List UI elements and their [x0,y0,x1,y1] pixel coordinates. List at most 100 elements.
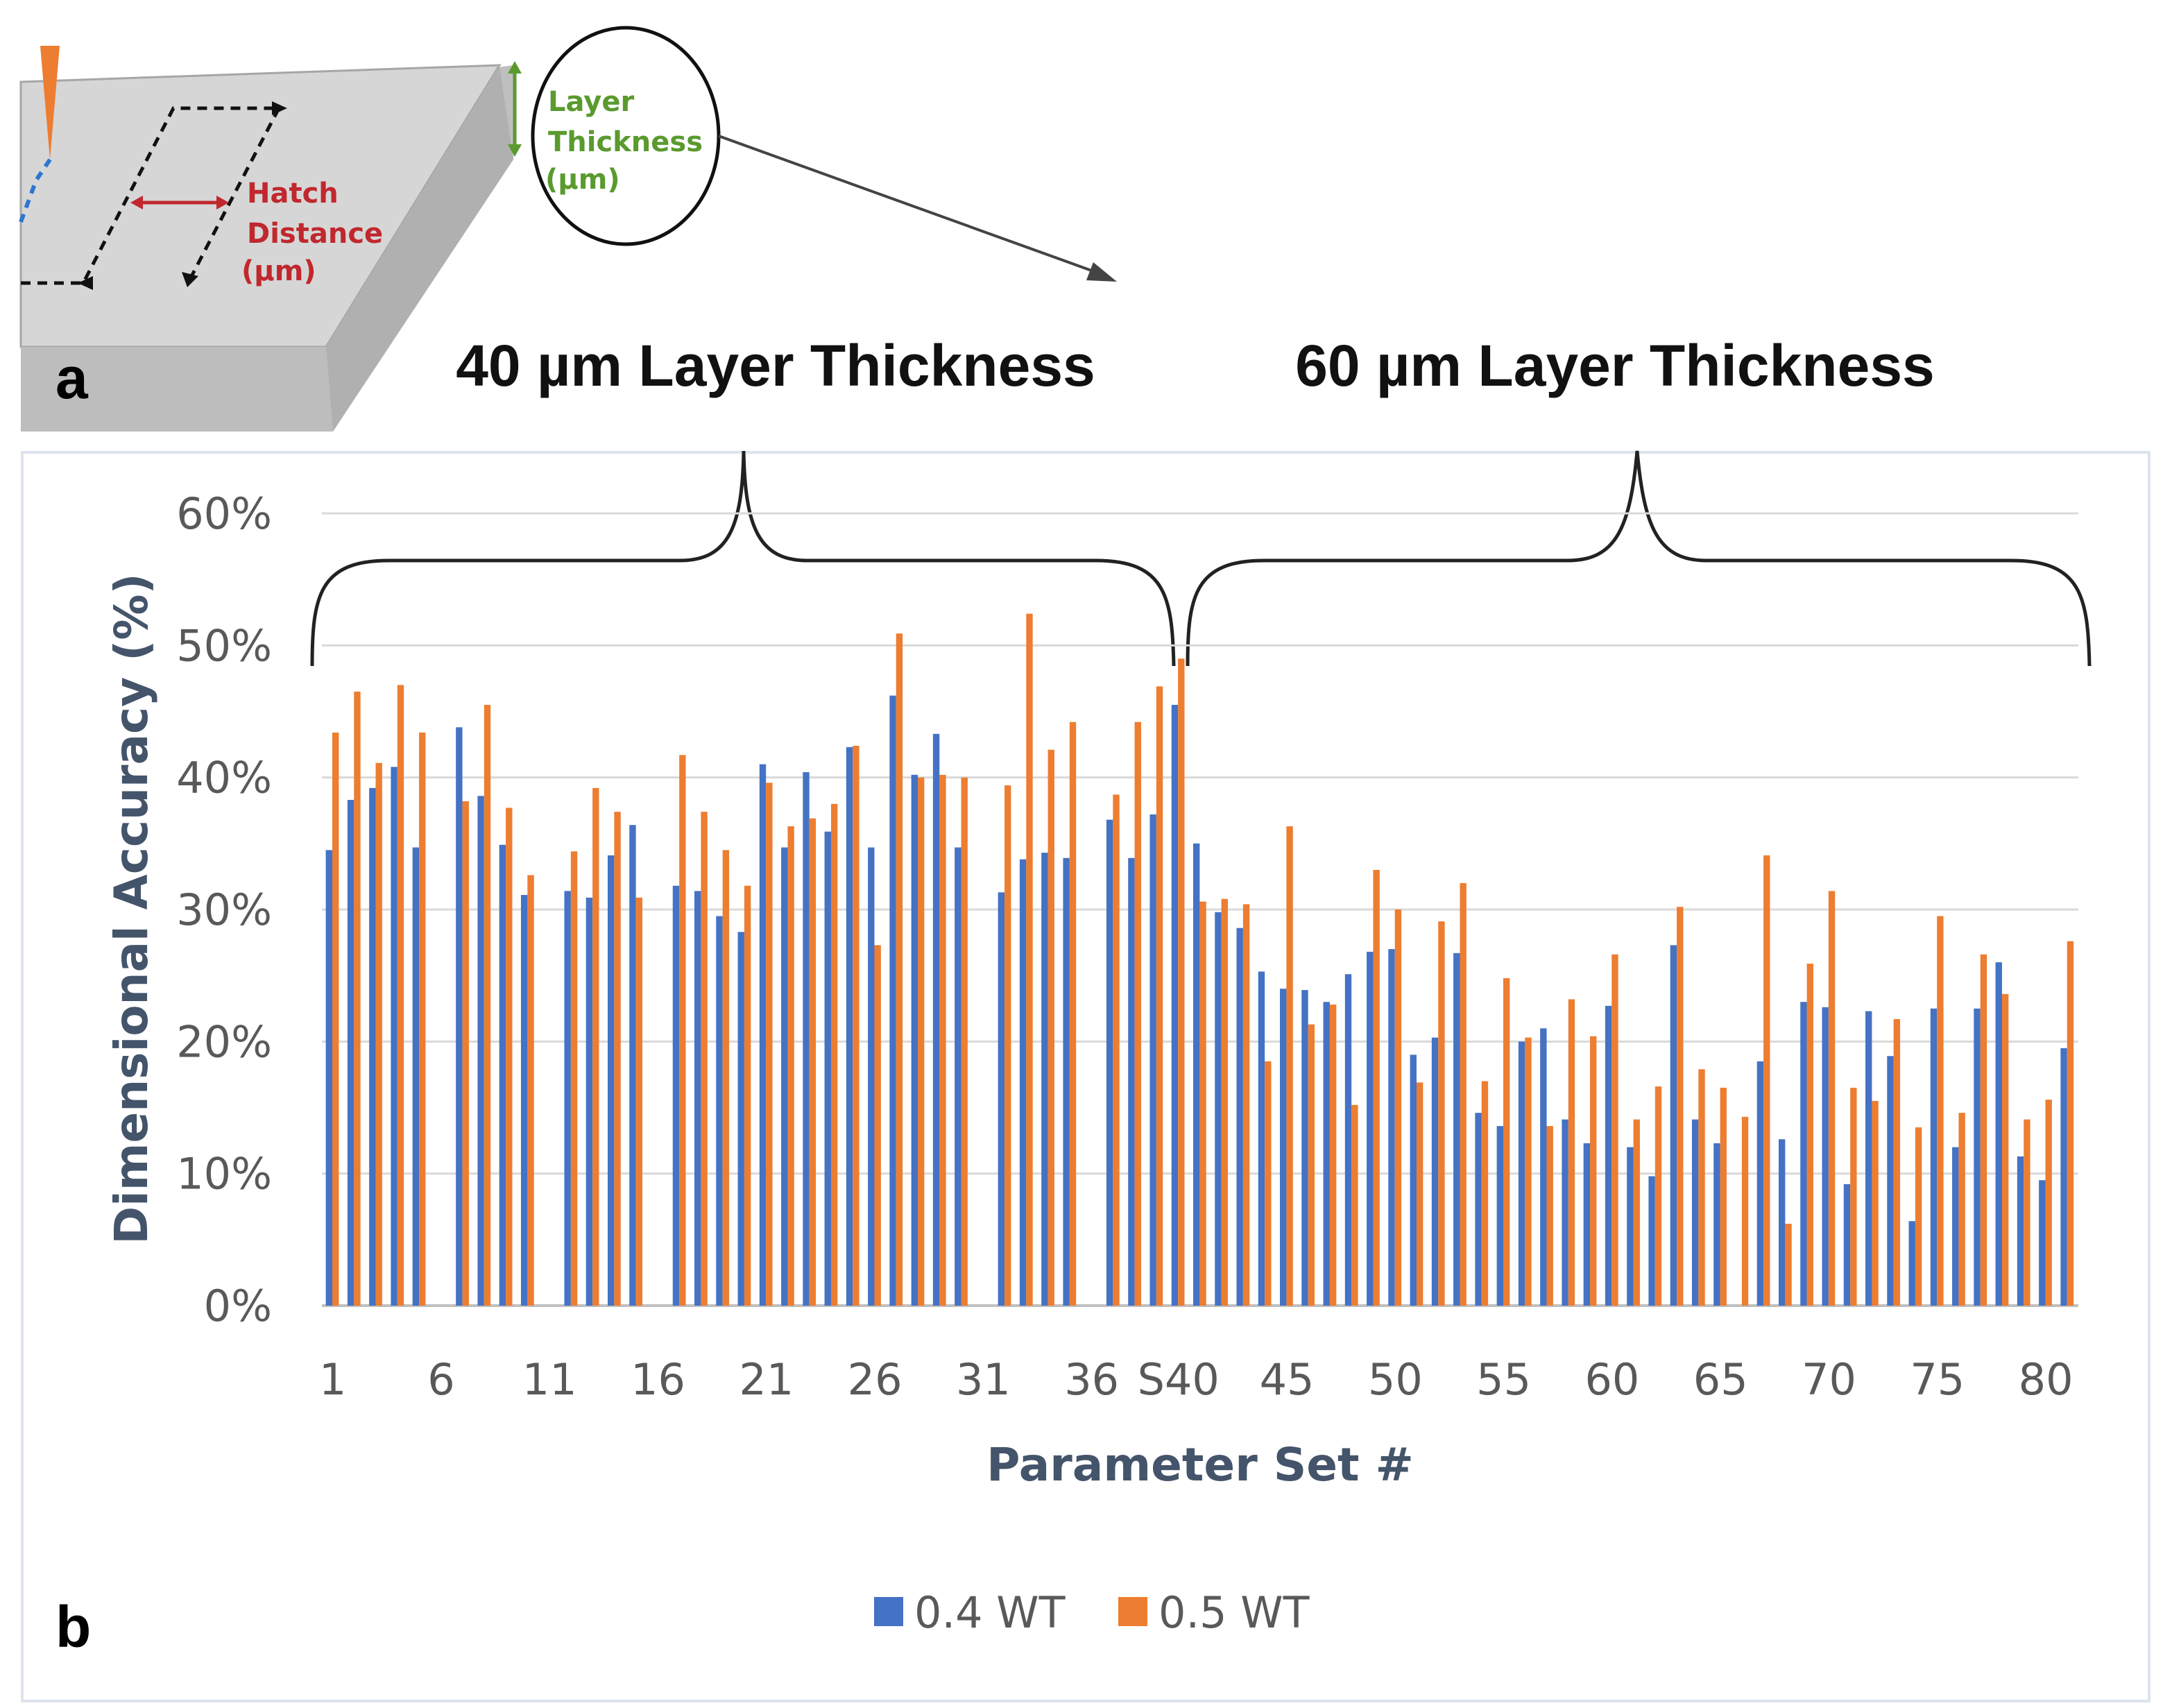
bar-0.5wt-35 [1069,721,1077,1306]
x-tick-label: 45 [1260,1354,1315,1405]
bar-0.5wt-40 [1178,658,1185,1306]
bar-0.4wt-63 [1670,945,1677,1306]
bar-0.4wt-37 [1106,819,1113,1306]
bar-0.4wt-40 [1171,704,1179,1306]
bar-0.5wt-65 [1720,1087,1727,1306]
bar-0.5wt-77 [1980,954,1987,1306]
bar-0.4wt-69 [1800,1002,1807,1306]
x-tick-label: 31 [956,1354,1011,1405]
bar-0.5wt-45 [1286,826,1293,1306]
x-tick-label: 70 [1802,1354,1856,1405]
group-title-60um: 60 µm Layer Thickness [1295,333,1935,398]
bar-0.4wt-81 [2060,1048,2067,1306]
bar-0.5wt-68 [1785,1223,1792,1306]
bar-0.4wt-33 [1019,859,1027,1306]
bar-0.4wt-64 [1691,1119,1699,1306]
bar-0.4wt-24 [824,831,831,1306]
bar-0.4wt-27 [889,695,896,1306]
x-tick-label: 36 [1064,1354,1119,1405]
x-tick-label: 6 [427,1354,454,1405]
bar-0.4wt-73 [1887,1056,1894,1306]
bar-0.5wt-1 [332,732,339,1306]
x-axis-ticks: 1 6 11 16 21 26 31 36 S40 45 50 55 60 65 70 75 80 [319,1354,2073,1405]
bar-0.5wt-9 [506,808,513,1306]
brace-40um [310,450,1176,667]
bar-0.5wt-56 [1525,1037,1532,1306]
panel-label-b: b [55,1594,91,1659]
bar-0.5wt-14 [614,812,621,1306]
y-tick-label: 20% [176,1016,272,1067]
legend-label-0.4wt: 0.4 WT [914,1587,1066,1638]
bar-0.5wt-5 [419,732,426,1306]
bar-0.5wt-59 [1590,1036,1597,1306]
bar-0.5wt-30 [961,777,968,1306]
bar-0.5wt-73 [1893,1018,1901,1306]
bar-0.5wt-10 [527,875,534,1306]
bar-0.4wt-15 [629,825,636,1306]
bar-0.4wt-52 [1431,1037,1439,1306]
hatch-arrow-head [216,196,229,210]
bar-0.4wt-75 [1930,1008,1938,1306]
bar-0.5wt-44 [1265,1061,1272,1306]
bar-0.4wt-54 [1475,1113,1482,1306]
bar-0.4wt-41 [1193,843,1200,1306]
bar-0.5wt-20 [744,885,751,1306]
bar-0.4wt-14 [608,855,615,1306]
bar-0.4wt-59 [1583,1143,1591,1306]
bar-0.5wt-79 [2024,1119,2030,1306]
chart-frame [21,451,2150,1702]
x-tick-label: 60 [1584,1354,1639,1405]
bar-0.4wt-5 [412,847,420,1306]
bar-0.5wt-64 [1698,1069,1705,1306]
bar-0.4wt-76 [1952,1147,1959,1306]
bar-0.5wt-61 [1633,1119,1640,1306]
group-title-40um: 40 µm Layer Thickness [456,333,1095,398]
x-tick-label: 65 [1693,1354,1748,1405]
bar-0.4wt-1 [325,850,333,1306]
bar-0.5wt-71 [1850,1087,1857,1306]
bar-0.5wt-7 [462,801,469,1306]
bar-0.5wt-60 [1611,954,1618,1306]
y-tick-label: 30% [176,885,272,935]
bar-0.4wt-48 [1344,974,1352,1306]
x-tick-label: 1 [319,1354,346,1405]
bar-0.4wt-21 [759,764,767,1306]
bar-0.5wt-8 [484,704,491,1306]
bar-0.4wt-20 [737,932,744,1306]
scan-diagram: Hatch Distance (µm) Layer Thickness (µm)… [19,26,1117,432]
legend: 0.4 WT 0.5 WT [874,1587,1310,1638]
bar-0.4wt-62 [1648,1176,1655,1306]
panel-label-a: a [55,345,89,411]
bar-0.4wt-65 [1713,1143,1720,1306]
brace-60um [1186,450,2092,667]
bar-0.4wt-49 [1367,951,1374,1306]
bar-0.4wt-80 [2039,1180,2046,1306]
bar-0.5wt-57 [1546,1126,1553,1306]
legend-swatch-0.4wt [874,1597,903,1626]
bar-0.5wt-26 [874,945,881,1306]
bar-0.5wt-54 [1481,1081,1489,1306]
zoom-pointer-head [1086,262,1117,282]
bar-0.5wt-34 [1047,749,1054,1306]
bar-0.4wt-55 [1496,1126,1504,1306]
bar-0.4wt-68 [1779,1139,1786,1306]
bar-0.5wt-15 [635,897,643,1306]
laser-beam-icon [40,46,60,160]
bar-0.4wt-7 [456,727,463,1306]
bar-0.4wt-12 [564,891,571,1306]
bar-0.4wt-67 [1756,1061,1764,1306]
bar-0.4wt-70 [1822,1007,1829,1306]
bar-0.4wt-23 [803,772,810,1306]
bar-0.4wt-47 [1323,1002,1330,1306]
legend-label-0.5wt: 0.5 WT [1158,1587,1310,1638]
bar-0.5wt-41 [1199,901,1206,1306]
bar-0.4wt-18 [694,891,701,1306]
bar-0.5wt-52 [1438,921,1445,1306]
bar-0.5wt-76 [1958,1113,1965,1306]
bar-0.5wt-13 [592,787,599,1306]
y-tick-label: 50% [176,620,272,671]
bar-0.4wt-42 [1215,912,1222,1306]
bar-0.4wt-22 [781,847,788,1306]
bar-0.4wt-2 [347,800,354,1306]
